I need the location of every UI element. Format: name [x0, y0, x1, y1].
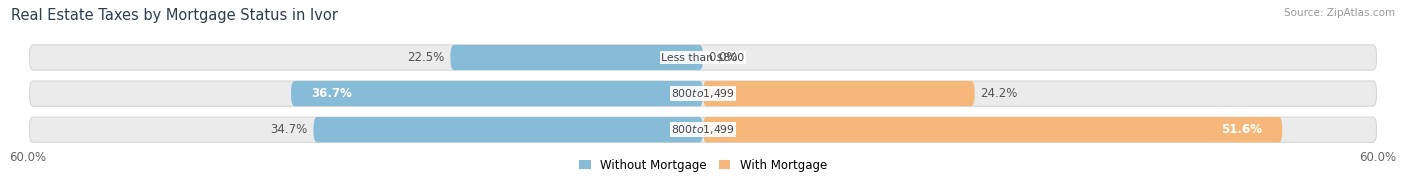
Text: Source: ZipAtlas.com: Source: ZipAtlas.com [1284, 8, 1395, 18]
Text: 60.0%: 60.0% [10, 151, 46, 164]
Text: 22.5%: 22.5% [408, 51, 444, 64]
Text: $800 to $1,499: $800 to $1,499 [671, 87, 735, 100]
FancyBboxPatch shape [703, 81, 974, 106]
FancyBboxPatch shape [30, 117, 1376, 142]
Text: Less than $800: Less than $800 [661, 52, 745, 62]
FancyBboxPatch shape [291, 81, 703, 106]
Text: Real Estate Taxes by Mortgage Status in Ivor: Real Estate Taxes by Mortgage Status in … [11, 8, 337, 23]
Text: 51.6%: 51.6% [1220, 123, 1263, 136]
FancyBboxPatch shape [314, 117, 703, 142]
Text: 60.0%: 60.0% [1360, 151, 1396, 164]
Text: $800 to $1,499: $800 to $1,499 [671, 123, 735, 136]
FancyBboxPatch shape [30, 45, 1376, 70]
Text: 34.7%: 34.7% [270, 123, 308, 136]
FancyBboxPatch shape [703, 117, 1282, 142]
Text: 24.2%: 24.2% [980, 87, 1018, 100]
Legend: Without Mortgage, With Mortgage: Without Mortgage, With Mortgage [579, 159, 827, 172]
FancyBboxPatch shape [450, 45, 703, 70]
Text: 0.0%: 0.0% [709, 51, 738, 64]
FancyBboxPatch shape [30, 81, 1376, 106]
Text: 36.7%: 36.7% [311, 87, 352, 100]
